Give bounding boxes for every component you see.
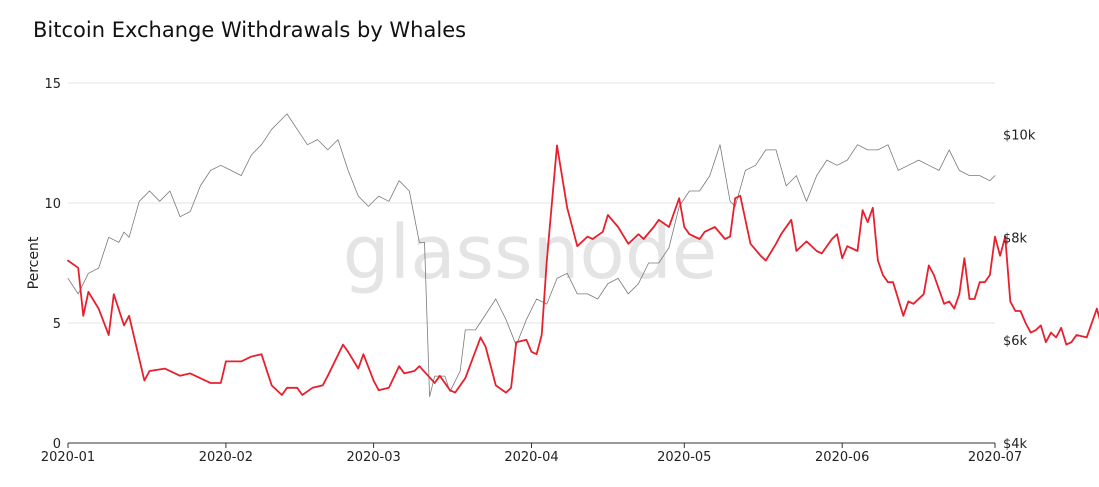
x-tick-label: 2020-02 bbox=[199, 450, 253, 465]
x-tick-label: 2020-06 bbox=[815, 450, 869, 465]
y2-tick-label: $8k bbox=[1003, 231, 1028, 246]
x-tick-label: 2020-05 bbox=[657, 450, 711, 465]
x-tick-label: 2020-01 bbox=[41, 450, 95, 465]
y2-tick-label: $6k bbox=[1003, 334, 1028, 349]
y-tick-label: 0 bbox=[53, 437, 61, 452]
chart-title: Bitcoin Exchange Withdrawals by Whales bbox=[33, 18, 467, 42]
y-tick-label: 15 bbox=[44, 77, 61, 92]
withdrawal-series-line bbox=[67, 144, 1099, 396]
x-tick-label: 2020-04 bbox=[504, 450, 558, 465]
y2-tick-label: $10k bbox=[1003, 128, 1036, 143]
axes: 0 5 10 15 $4k $6k $8k $10k 2020-01 2020-02 2020-03… bbox=[41, 77, 1036, 465]
y-tick-label: 5 bbox=[53, 317, 61, 332]
x-tick-label: 2020-03 bbox=[346, 450, 400, 465]
x-tick-label: 2020-07 bbox=[968, 450, 1022, 465]
series-lines bbox=[67, 113, 1099, 398]
watermark-text: glassnode bbox=[343, 210, 718, 296]
y2-tick-label: $4k bbox=[1003, 437, 1028, 452]
grid-lines bbox=[68, 82, 995, 324]
y-tick-label: 10 bbox=[44, 197, 61, 212]
y-axis-label: Percent bbox=[26, 236, 42, 289]
